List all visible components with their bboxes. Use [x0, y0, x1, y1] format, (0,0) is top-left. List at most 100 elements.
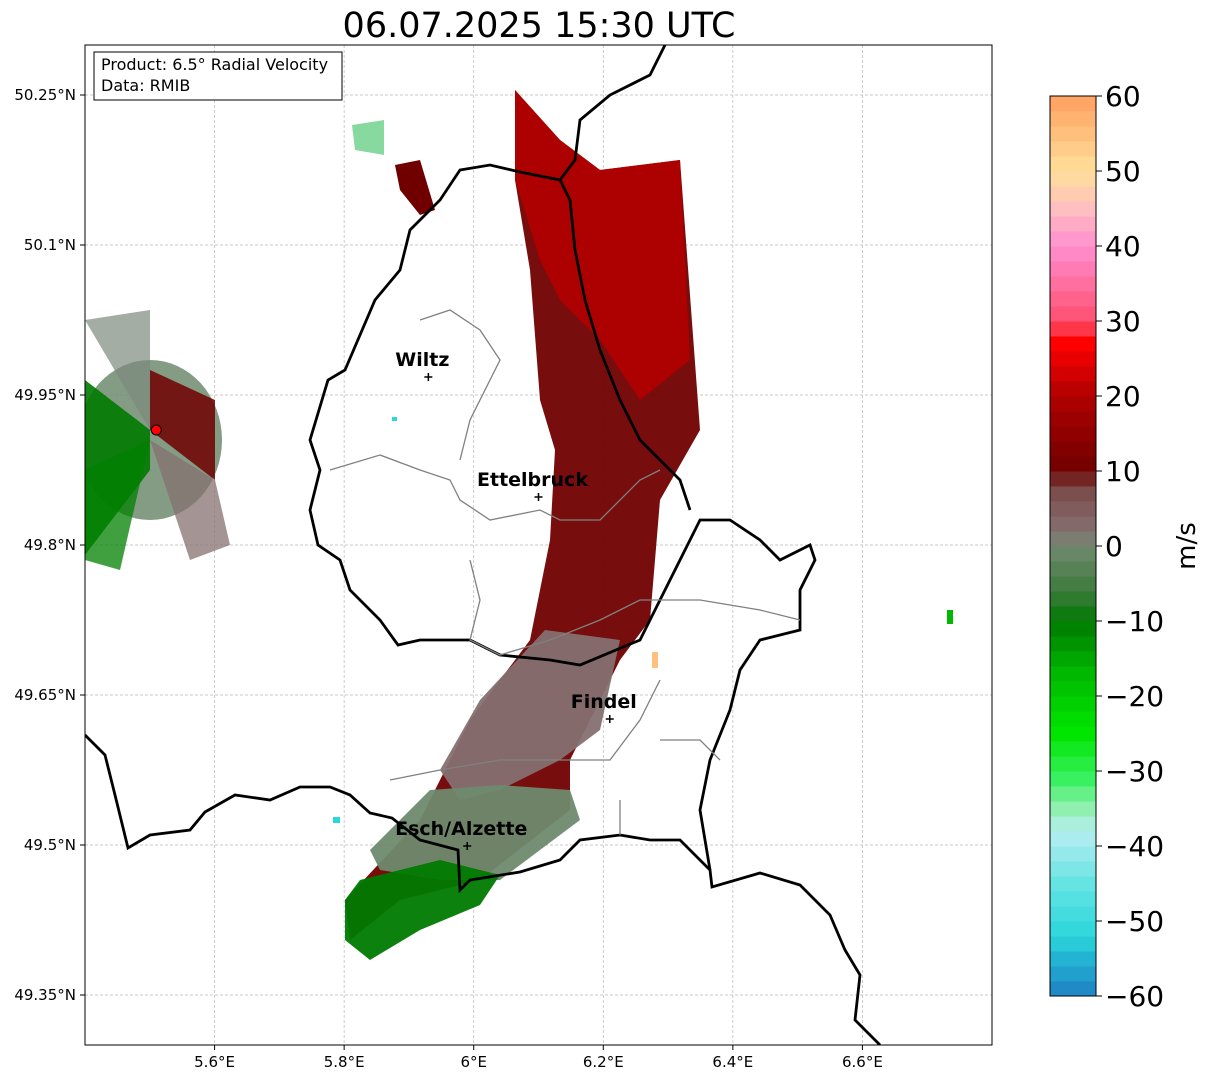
latitude-ticks: 49.35°N 49.5°N 49.65°N 49.8°N 49.95°N 50.1°N 5…	[14, 86, 85, 1004]
colorbar-cell	[1050, 411, 1096, 427]
colorbar-cell	[1050, 786, 1096, 802]
x-tick-label: 6°E	[460, 1053, 487, 1071]
y-tick-label: 49.8°N	[24, 536, 76, 554]
colorbar-cell	[1050, 96, 1096, 112]
colorbar-cell	[1050, 756, 1096, 772]
colorbar-tick-label: −50	[1105, 905, 1164, 938]
colorbar-tick-label: 10	[1105, 455, 1141, 488]
colorbar-cell	[1050, 456, 1096, 472]
colorbar-cell	[1050, 246, 1096, 262]
colorbar-cell	[1050, 531, 1096, 547]
colorbar-cell	[1050, 801, 1096, 817]
colorbar-cell	[1050, 231, 1096, 247]
colorbar-tick-label: −10	[1105, 605, 1164, 638]
city-label: Esch/Alzette	[395, 818, 527, 840]
velocity-band	[333, 90, 953, 960]
colorbar-cell	[1050, 576, 1096, 592]
colorbar-cell	[1050, 606, 1096, 622]
colorbar-cell	[1050, 891, 1096, 907]
city-label: Wiltz	[395, 349, 449, 371]
colorbar-cell	[1050, 276, 1096, 292]
colorbar-cell	[1050, 591, 1096, 607]
x-tick-label: 5.8°E	[324, 1053, 365, 1071]
colorbar-tick-label: 0	[1105, 530, 1123, 563]
colorbar-label: m/s	[1172, 522, 1202, 570]
colorbar-cell	[1050, 846, 1096, 862]
colorbar-tick-label: 20	[1105, 380, 1141, 413]
city-label: Findel	[571, 691, 637, 713]
city-label: Ettelbruck	[477, 469, 588, 491]
y-tick-label: 49.5°N	[24, 836, 76, 854]
colorbar-cell	[1050, 741, 1096, 757]
colorbar-cell	[1050, 426, 1096, 442]
colorbar-cell	[1050, 336, 1096, 352]
colorbar-cell	[1050, 861, 1096, 877]
district-borders	[329, 309, 801, 835]
city-marker	[534, 493, 543, 501]
colorbar-cell	[1050, 321, 1096, 337]
colorbar-cell	[1050, 726, 1096, 742]
colorbar-cell	[1050, 936, 1096, 952]
info-box: Product: 6.5° Radial Velocity Data: RMIB	[93, 51, 343, 101]
colorbar-cell	[1050, 396, 1096, 412]
radar-site-echoes	[85, 310, 230, 570]
colorbar-cell	[1050, 201, 1096, 217]
city-marker	[424, 373, 433, 381]
colorbar-cell	[1050, 906, 1096, 922]
x-tick-label: 6.6°E	[842, 1053, 883, 1071]
y-tick-label: 50.1°N	[24, 236, 76, 254]
x-tick-label: 5.6°E	[194, 1053, 235, 1071]
radar-site-marker[interactable]	[150, 424, 162, 436]
colorbar-cell	[1050, 471, 1096, 487]
y-tick-label: 49.35°N	[14, 986, 76, 1004]
colorbar-cell	[1050, 666, 1096, 682]
colorbar-cell	[1050, 681, 1096, 697]
colorbar-frame	[1049, 95, 1097, 997]
x-tick-label: 6.2°E	[583, 1053, 624, 1071]
colorbar-cell	[1050, 156, 1096, 172]
colorbar-tick-label: −30	[1105, 755, 1164, 788]
colorbar-cell	[1050, 216, 1096, 232]
colorbar-cell	[1050, 966, 1096, 982]
colorbar-cell	[1050, 981, 1096, 997]
city-marker	[463, 842, 472, 850]
colorbar-cell	[1050, 876, 1096, 892]
info-product: Product: 6.5° Radial Velocity	[101, 55, 328, 74]
y-tick-label: 49.65°N	[14, 686, 76, 704]
colorbar-cell	[1050, 921, 1096, 937]
colorbar-cell	[1050, 696, 1096, 712]
colorbar-cell	[1050, 486, 1096, 502]
colorbar-tick-label: −60	[1105, 980, 1164, 1013]
colorbar-tick-label: 60	[1105, 80, 1141, 113]
colorbar-cell	[1050, 516, 1096, 532]
colorbar-cells	[1050, 96, 1096, 997]
colorbar-cell	[1050, 501, 1096, 517]
colorbar-cell	[1050, 171, 1096, 187]
city-marker	[605, 715, 614, 723]
colorbar-cell	[1050, 816, 1096, 832]
colorbar-cell	[1050, 291, 1096, 307]
colorbar-tick-label: −40	[1105, 830, 1164, 863]
colorbar-cell	[1050, 651, 1096, 667]
colorbar-cell	[1050, 771, 1096, 787]
colorbar-cell	[1050, 546, 1096, 562]
x-tick-label: 6.4°E	[712, 1053, 753, 1071]
colorbar-tick-label: 40	[1105, 230, 1141, 263]
city-markers: Wiltz Ettelbruck Findel Esch/Alzette	[395, 349, 637, 850]
colorbar-tick-label: −20	[1105, 680, 1164, 713]
colorbar-cell	[1050, 366, 1096, 382]
colorbar-cell	[1050, 111, 1096, 127]
colorbar-cell	[1050, 951, 1096, 967]
colorbar-cell	[1050, 711, 1096, 727]
colorbar-cell	[1050, 126, 1096, 142]
longitude-ticks: 5.6°E 5.8°E 6°E 6.2°E 6.4°E 6.6°E	[194, 1045, 883, 1071]
colorbar-ticks: 60 50 40 30 20 10 0 −10 −20 −30 −40 −50 −60	[1096, 80, 1164, 1013]
colorbar-cell	[1050, 306, 1096, 322]
y-tick-label: 49.95°N	[14, 386, 76, 404]
colorbar-cell	[1050, 261, 1096, 277]
info-data: Data: RMIB	[101, 76, 190, 95]
colorbar-cell	[1050, 831, 1096, 847]
colorbar-cell	[1050, 636, 1096, 652]
colorbar-cell	[1050, 441, 1096, 457]
